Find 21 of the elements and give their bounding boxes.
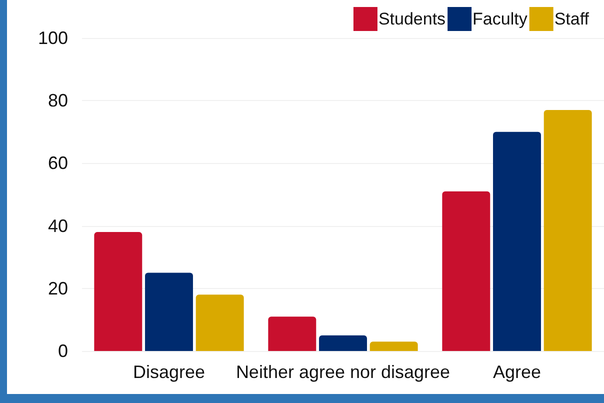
bar	[196, 294, 244, 351]
bar	[370, 342, 418, 351]
bar	[268, 316, 316, 351]
y-tick-label: 100	[38, 28, 68, 48]
bar	[94, 232, 142, 351]
y-tick-label: 60	[48, 153, 68, 174]
bar	[319, 335, 367, 351]
y-tick-label: 40	[48, 216, 68, 236]
legend-label: Staff	[554, 10, 590, 28]
x-tick-label: Disagree	[132, 362, 206, 382]
bar	[544, 110, 592, 351]
x-tick-label: Neither agree nor disagree	[236, 362, 450, 382]
legend-label: Students	[378, 10, 446, 28]
bar	[145, 272, 193, 351]
y-tick-label: 20	[48, 278, 68, 298]
y-tick-label: 80	[48, 90, 68, 111]
bar	[493, 132, 541, 351]
bar	[442, 191, 490, 351]
y-tick-label: 0	[58, 341, 68, 361]
x-tick-label: Agree	[492, 362, 542, 382]
legend-label: Faculty	[472, 10, 528, 28]
